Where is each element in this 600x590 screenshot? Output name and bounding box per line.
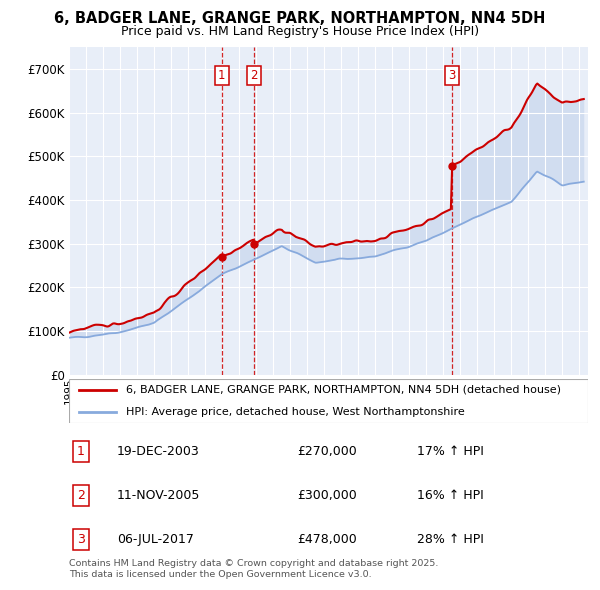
Text: 2: 2: [77, 489, 85, 502]
Text: 17% ↑ HPI: 17% ↑ HPI: [417, 445, 484, 458]
Text: 11-NOV-2005: 11-NOV-2005: [117, 489, 200, 502]
Text: 06-JUL-2017: 06-JUL-2017: [117, 533, 194, 546]
Text: 16% ↑ HPI: 16% ↑ HPI: [417, 489, 484, 502]
Text: 6, BADGER LANE, GRANGE PARK, NORTHAMPTON, NN4 5DH (detached house): 6, BADGER LANE, GRANGE PARK, NORTHAMPTON…: [126, 385, 561, 395]
Text: Contains HM Land Registry data © Crown copyright and database right 2025.
This d: Contains HM Land Registry data © Crown c…: [69, 559, 439, 579]
Text: HPI: Average price, detached house, West Northamptonshire: HPI: Average price, detached house, West…: [126, 407, 465, 417]
Text: 3: 3: [448, 69, 456, 82]
Text: 6, BADGER LANE, GRANGE PARK, NORTHAMPTON, NN4 5DH: 6, BADGER LANE, GRANGE PARK, NORTHAMPTON…: [55, 11, 545, 25]
Text: 1: 1: [218, 69, 226, 82]
Text: 3: 3: [77, 533, 85, 546]
Text: 28% ↑ HPI: 28% ↑ HPI: [417, 533, 484, 546]
Text: £300,000: £300,000: [297, 489, 357, 502]
Text: 1: 1: [77, 445, 85, 458]
Text: £478,000: £478,000: [297, 533, 357, 546]
Text: 19-DEC-2003: 19-DEC-2003: [117, 445, 200, 458]
Text: 2: 2: [250, 69, 257, 82]
Text: £270,000: £270,000: [297, 445, 357, 458]
FancyBboxPatch shape: [69, 379, 588, 423]
Text: Price paid vs. HM Land Registry's House Price Index (HPI): Price paid vs. HM Land Registry's House …: [121, 25, 479, 38]
